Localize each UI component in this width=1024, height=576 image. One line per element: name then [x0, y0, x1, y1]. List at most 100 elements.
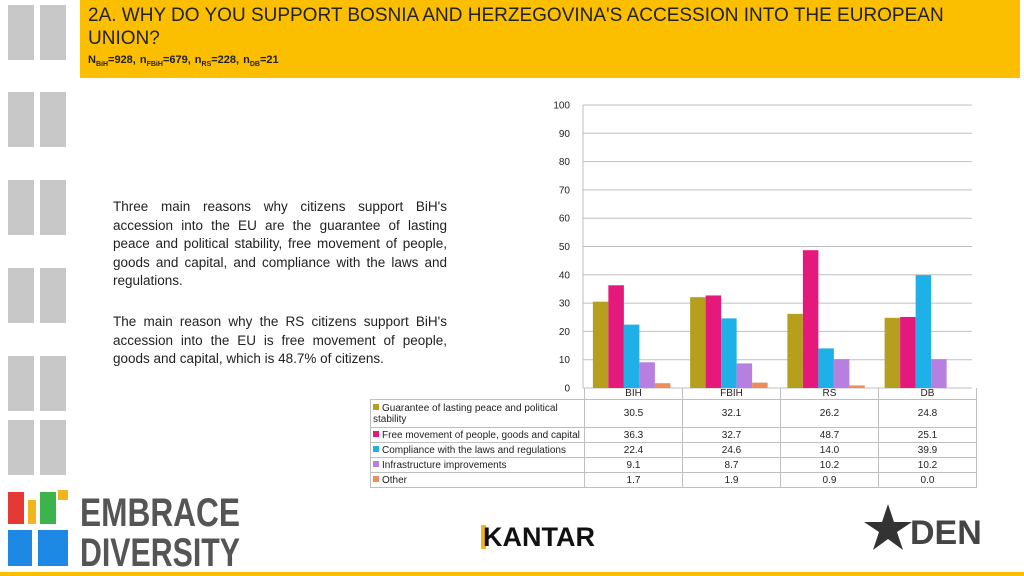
sample-subscript: RS: [201, 61, 212, 69]
table-value: 22.4: [584, 442, 683, 458]
y-tick-label: 10: [559, 355, 571, 366]
y-tick-label: 40: [559, 270, 571, 281]
legend-swatch: [373, 445, 379, 452]
legend-label: Other: [382, 474, 408, 486]
y-tick-label: 70: [559, 185, 571, 196]
table-value: 32.7: [682, 427, 781, 443]
legend-entry: Free movement of people, goods and capit…: [370, 427, 585, 443]
legend-swatch: [373, 403, 379, 410]
bar: [833, 359, 850, 388]
bar: [802, 250, 819, 388]
legend-swatch: [373, 460, 379, 467]
logo-text: KANTAR: [483, 522, 595, 552]
sample-sizes: NBiH=928, nFBiH=679, nRS=228, nDB=21: [88, 54, 988, 68]
sample-value: =228,: [211, 54, 240, 66]
table-value: 9.1: [584, 457, 683, 473]
header-band: [80, 0, 1020, 78]
bar: [849, 385, 865, 388]
table-value: 1.9: [682, 472, 781, 488]
legend-entry: Guarantee of lasting peace and political…: [370, 399, 585, 428]
slide-title: 2A. WHY DO YOU SUPPORT BOSNIA AND HERZEG…: [88, 5, 944, 49]
table-value: 8.7: [682, 457, 781, 473]
bar: [818, 348, 834, 388]
sample-symbol: n: [243, 54, 250, 66]
legend-label: Free movement of people, goods and capit…: [382, 429, 580, 441]
sample-symbol: n: [194, 54, 202, 66]
legend-label: Guarantee of lasting peace and political…: [373, 402, 558, 425]
y-tick-label: 50: [559, 242, 571, 253]
table-value: 30.5: [584, 399, 683, 428]
logo-text: EMBRACE: [80, 491, 240, 535]
data-table: BIH FBIH RS DB Guarantee of lasting peace an…: [370, 388, 977, 488]
legend-swatch: [373, 475, 379, 482]
bar: [654, 383, 671, 388]
logo-text: DEN: [910, 514, 982, 552]
category-label: BIH: [584, 388, 683, 400]
table-value: 1.7: [584, 472, 683, 488]
bar: [900, 316, 916, 388]
y-tick-label: 0: [564, 384, 570, 395]
legend-label: Compliance with the laws and regulations: [382, 444, 566, 456]
sample-size: nRS=228,: [194, 54, 240, 69]
sample-size: nFBiH=679,: [139, 54, 191, 69]
bar: [884, 317, 901, 388]
bar: [736, 363, 753, 388]
bar: [690, 297, 706, 388]
bar: [592, 301, 609, 388]
y-tick-label: 100: [553, 101, 570, 112]
category-label: RS: [780, 388, 879, 400]
table-value: 48.7: [780, 427, 879, 443]
header: 2A. WHY DO YOU SUPPORT BOSNIA AND HERZEG…: [88, 4, 988, 68]
kantar-mark: [481, 525, 486, 549]
table-value: 24.8: [878, 399, 977, 428]
table-row: Infrastructure improvements 9.1 8.7 10.2 10.…: [370, 457, 977, 473]
table-row: Guarantee of lasting peace and political…: [370, 399, 977, 428]
legend-label: Infrastructure improvements: [382, 459, 507, 471]
side-pattern: [8, 5, 66, 475]
sample-subscript: BiH: [95, 61, 109, 69]
sample-symbol: n: [139, 54, 147, 66]
table-value: 10.2: [878, 457, 977, 473]
table-value: 36.3: [584, 427, 683, 443]
bih-eu-logo: [8, 490, 68, 566]
sample-value: =679,: [162, 54, 191, 66]
sample-subscript: FBiH: [146, 61, 163, 69]
table-value: 39.9: [878, 442, 977, 458]
table-value: 0.9: [780, 472, 879, 488]
footer-line: [0, 572, 1024, 576]
y-tick-label: 20: [559, 327, 571, 338]
legend-entry: Compliance with the laws and regulations: [370, 442, 585, 458]
bar: [705, 295, 722, 388]
legend-swatch: [373, 430, 379, 437]
paragraph: The main reason why the RS citizens supp…: [113, 314, 447, 366]
y-tick-label: 80: [559, 157, 571, 168]
y-tick-label: 60: [559, 214, 571, 225]
table-value: 26.2: [780, 399, 879, 428]
category-label: FBIH: [682, 388, 781, 400]
table-value: 0.0: [878, 472, 977, 488]
sample-subscript: DB: [249, 61, 260, 69]
bar: [721, 318, 737, 388]
bar: [752, 382, 768, 388]
table-row: Free movement of people, goods and capit…: [370, 427, 977, 443]
table-value: 32.1: [682, 399, 781, 428]
logo-text: DIVERSITY: [80, 531, 240, 575]
legend-entry: Infrastructure improvements: [370, 457, 585, 473]
den-star: [864, 504, 912, 550]
bar: [915, 275, 932, 388]
table-corner: [371, 388, 585, 400]
category-label: DB: [878, 388, 977, 400]
table-value: 10.2: [780, 457, 879, 473]
y-tick-label: 30: [559, 299, 571, 310]
bar: [787, 313, 803, 388]
legend-entry: Other: [370, 472, 585, 488]
table-row: Other 1.7 1.9 0.9 0.0: [370, 472, 977, 488]
bar: [931, 359, 947, 388]
table-value: 25.1: [878, 427, 977, 443]
bar: [608, 285, 624, 388]
y-tick-label: 90: [559, 129, 571, 140]
table-value: 14.0: [780, 442, 879, 458]
paragraph: Three main reasons why citizens support …: [113, 199, 447, 288]
bar: [623, 324, 640, 388]
